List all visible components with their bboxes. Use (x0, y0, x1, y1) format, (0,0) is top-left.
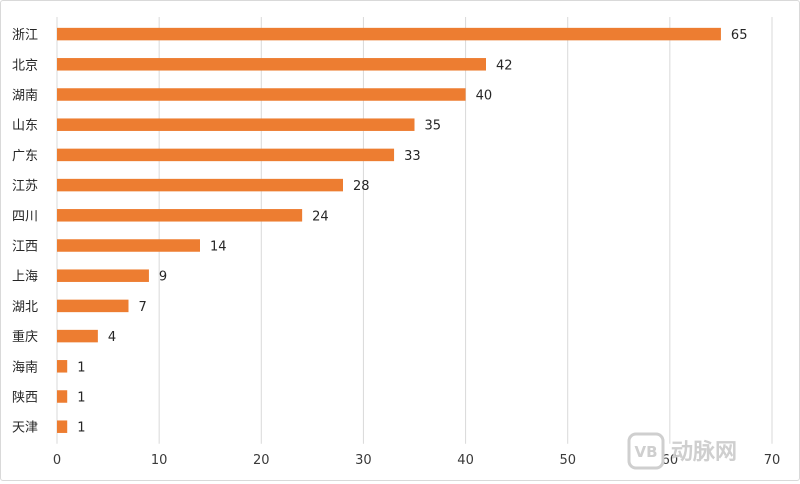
data-label: 33 (404, 149, 421, 164)
data-label: 40 (476, 89, 493, 104)
bar (57, 239, 200, 252)
category-label: 重庆 (12, 329, 38, 345)
data-label: 9 (159, 270, 167, 285)
bar (57, 148, 395, 162)
category-label: 江西 (12, 240, 38, 255)
x-tick-label: 40 (457, 453, 474, 468)
bar (57, 360, 68, 373)
category-label: 四川 (12, 209, 38, 224)
data-label: 4 (108, 330, 116, 345)
watermark-logo-frame (627, 432, 665, 470)
data-label: 1 (77, 421, 85, 436)
bars (57, 27, 721, 433)
category-label: 北京 (12, 58, 38, 73)
watermark-text: 动脉网 (671, 440, 737, 465)
category-label: 湖南 (12, 88, 38, 104)
bar (57, 27, 721, 41)
category-label: 陕西 (12, 391, 38, 406)
category-label: 浙江 (12, 28, 38, 43)
x-tick-label: 30 (355, 453, 372, 468)
data-label: 24 (312, 209, 329, 224)
bar (57, 269, 149, 282)
category-label: 山东 (12, 119, 38, 134)
data-label: 42 (496, 58, 513, 73)
data-label: 28 (353, 179, 370, 194)
bar (57, 209, 303, 222)
gridlines (56, 17, 773, 444)
bar (57, 390, 68, 403)
bar (57, 420, 68, 433)
x-axis-ticks: 0 10 20 30 40 50 60 70 (53, 453, 780, 468)
data-label: 1 (77, 391, 85, 406)
data-label: 35 (425, 119, 442, 134)
bar (57, 299, 129, 313)
data-label: 14 (210, 240, 227, 255)
category-label: 广东 (12, 149, 38, 164)
category-label: 湖北 (12, 300, 38, 315)
x-tick-label: 0 (53, 453, 61, 468)
x-tick-label: 70 (764, 453, 781, 468)
bar (57, 118, 415, 131)
bar (57, 88, 466, 101)
data-label: 7 (139, 300, 147, 315)
category-label: 天津 (12, 421, 38, 436)
category-label: 海南 (12, 359, 38, 375)
bar (57, 58, 486, 71)
data-label: 1 (77, 360, 85, 375)
x-tick-label: 50 (559, 453, 576, 468)
value-labels: 65 42 40 35 33 28 24 14 97 4 1 1 1 (77, 28, 747, 436)
x-tick-label: 10 (151, 453, 168, 468)
category-label: 江苏 (12, 178, 38, 194)
x-tick-label: 60 (662, 453, 679, 468)
watermark-logo: VB 动脉网 (627, 432, 737, 470)
bar (57, 329, 98, 343)
watermark-logo-mark: VB (634, 443, 657, 461)
category-label: 上海 (12, 270, 38, 285)
x-tick-label: 20 (253, 453, 270, 468)
data-label: 65 (731, 28, 748, 43)
bar (57, 178, 343, 192)
